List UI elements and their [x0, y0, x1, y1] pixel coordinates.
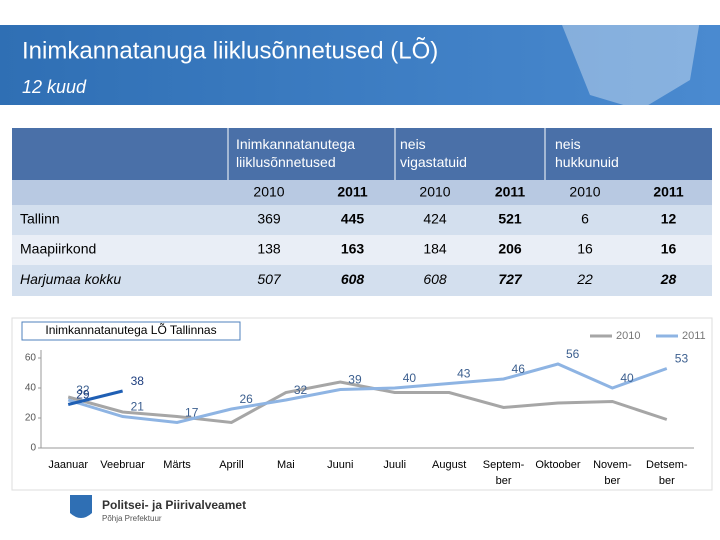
- x-tick-label: Jaanuar: [48, 459, 88, 471]
- x-tick-label: Detsem-ber: [646, 459, 688, 487]
- y-tick-label: 0: [30, 443, 36, 454]
- series-line: [67, 362, 668, 425]
- cell: 138: [257, 241, 281, 257]
- y-tick-label: 60: [25, 353, 37, 364]
- series-line: [67, 389, 123, 406]
- cell: 28: [660, 271, 677, 287]
- data-label: 40: [620, 371, 634, 385]
- cell: 16: [661, 241, 677, 257]
- footer-unit: Põhja Prefektuur: [102, 514, 162, 523]
- data-label: 39: [348, 373, 362, 387]
- data-label: 56: [566, 347, 580, 361]
- year: 2010: [253, 184, 284, 200]
- cell: 16: [577, 241, 593, 257]
- y-tick-label: 20: [25, 413, 37, 424]
- cell: 163: [341, 241, 365, 257]
- data-label: 29: [76, 388, 90, 402]
- data-label: 38: [131, 374, 145, 388]
- x-tick-label: August: [432, 459, 466, 471]
- year: 2011: [495, 184, 526, 200]
- y-tick-label: 40: [25, 383, 37, 394]
- cell: 608: [423, 271, 447, 287]
- cell: 445: [341, 211, 365, 227]
- x-tick-label: Juuli: [383, 459, 406, 471]
- legend-label: 2011: [682, 330, 706, 342]
- chart-title-box: [21, 321, 241, 341]
- row-label: Maapiirkond: [20, 241, 96, 257]
- data-label: 53: [675, 352, 689, 366]
- data-label: 17: [185, 406, 199, 420]
- row-bg: [12, 235, 712, 265]
- title: Inimkannatanuga liiklusõnnetused (LÕ): [22, 36, 438, 64]
- cell: 206: [498, 241, 522, 257]
- data-label: 32: [294, 383, 308, 397]
- group-header: neis vigastatuid: [400, 136, 467, 170]
- cell: 184: [423, 241, 447, 257]
- cell: 424: [423, 211, 447, 227]
- x-tick-label: Mai: [277, 459, 295, 471]
- data-label: 32: [76, 383, 90, 397]
- year: 2011: [337, 184, 368, 200]
- x-tick-label: Septem-ber: [483, 459, 525, 487]
- year: 2010: [419, 184, 450, 200]
- emblem: [560, 20, 700, 110]
- x-tick-label: Märts: [163, 459, 191, 471]
- cell: 727: [498, 271, 523, 287]
- chart: 0 20 40 60 Jaanuar Veebruar Märts Aprill Mai Juun…: [25, 330, 706, 487]
- x-tick-label: Novem-ber: [593, 459, 632, 487]
- x-tick-label: Aprill: [219, 459, 243, 471]
- subtitle: 12 kuud: [22, 77, 87, 97]
- x-tick-label: Oktoober: [535, 459, 581, 471]
- group-header: neis hukkunuid: [555, 136, 619, 170]
- group-header: Inimkannatanutega liiklusõnnetused: [236, 136, 355, 170]
- row-label: Tallinn: [20, 211, 60, 227]
- cell: 608: [341, 271, 365, 287]
- cell: 507: [257, 271, 282, 287]
- chart-title: Inimkannatanutega LÕ Tallinnas: [45, 322, 216, 337]
- cell: 369: [257, 211, 281, 227]
- table: Inimkannatanutega liiklusõnnetused neis vig…: [12, 128, 712, 296]
- cell: 22: [576, 271, 593, 287]
- year: 2011: [653, 184, 684, 200]
- header-band: [0, 25, 720, 105]
- cell: 12: [661, 211, 677, 227]
- row-bg: [12, 265, 712, 296]
- cell: 6: [581, 211, 589, 227]
- data-label: 21: [131, 400, 145, 414]
- header-row: [12, 128, 712, 180]
- row-label: Harjumaa kokku: [20, 271, 121, 287]
- data-label: 26: [239, 392, 253, 406]
- x-tick-label: Veebruar: [100, 459, 145, 471]
- row-bg: [12, 205, 712, 235]
- year: 2010: [569, 184, 600, 200]
- chart-frame: [11, 317, 713, 491]
- data-label: 46: [512, 362, 526, 376]
- logo: [70, 495, 92, 518]
- data-label: 40: [403, 371, 417, 385]
- x-tick-label: Juuni: [327, 459, 353, 471]
- footer-org: Politsei- ja Piirivalveamet: [102, 498, 246, 512]
- data-label: 43: [457, 367, 471, 381]
- legend-label: 2010: [616, 330, 640, 342]
- cell: 521: [498, 211, 522, 227]
- year-row: [12, 180, 712, 205]
